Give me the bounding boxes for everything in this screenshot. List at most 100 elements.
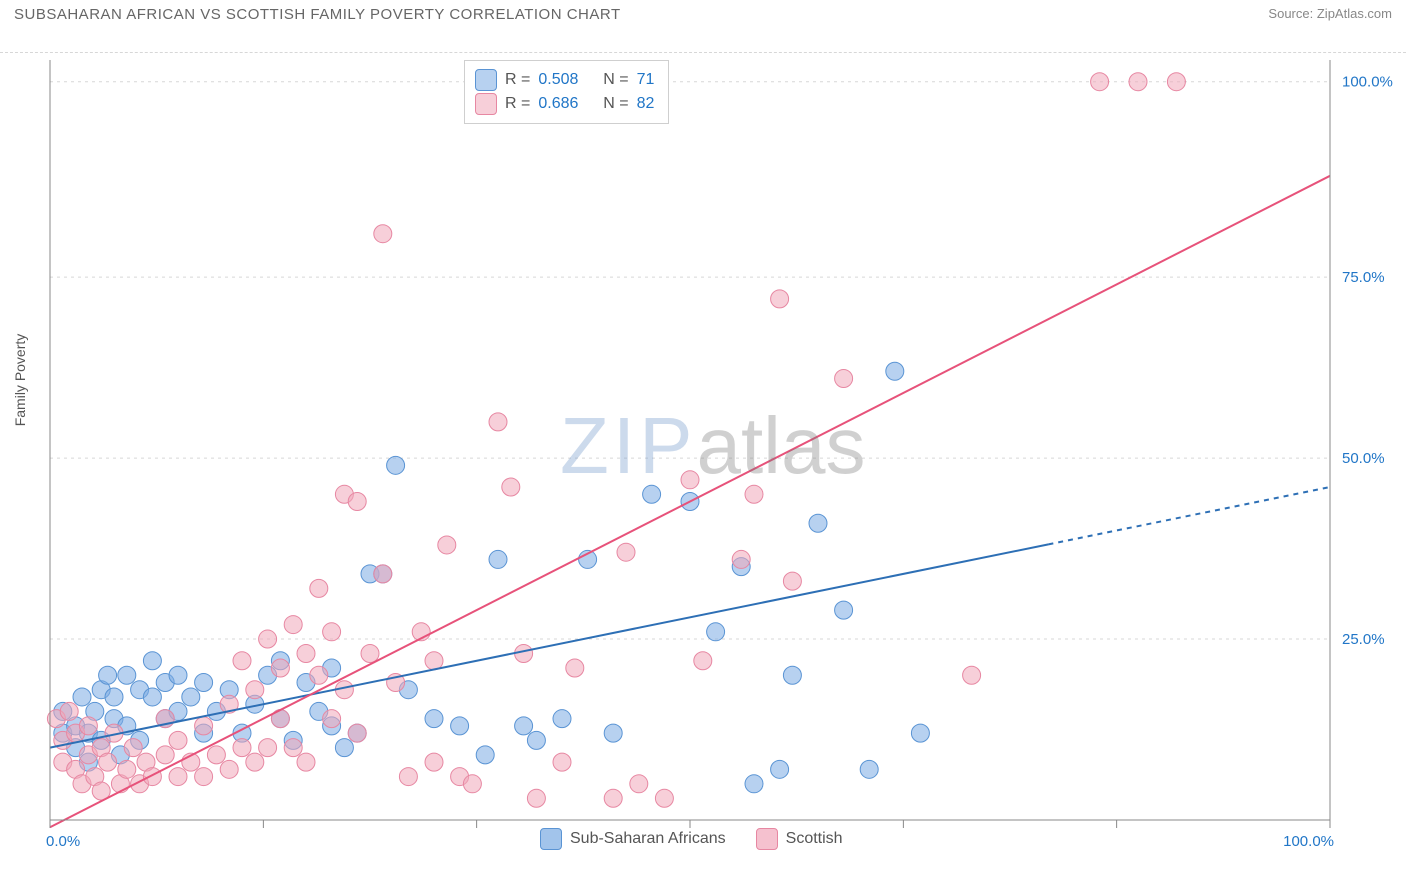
source-attribution: Source: ZipAtlas.com <box>1268 6 1392 21</box>
scatter-point <box>361 645 379 663</box>
scatter-point <box>259 630 277 648</box>
regression-line <box>50 176 1330 827</box>
scatter-point <box>860 760 878 778</box>
scatter-point <box>707 623 725 641</box>
scatter-point <box>463 775 481 793</box>
y-tick-label: 75.0% <box>1342 269 1385 286</box>
scatter-point <box>566 659 584 677</box>
scatter-point <box>143 688 161 706</box>
scatter-point <box>553 753 571 771</box>
scatter-point <box>143 652 161 670</box>
series-label-2: Scottish <box>786 830 843 848</box>
scatter-point <box>451 717 469 735</box>
scatter-point <box>335 739 353 757</box>
correlation-legend: R = 0.508 N = 71 R = 0.686 N = 82 <box>464 60 669 124</box>
chart-svg: 0.0%100.0%25.0%50.0%75.0%100.0% <box>50 60 1330 820</box>
scatter-point <box>425 753 443 771</box>
scatter-point <box>118 666 136 684</box>
regression-line <box>50 544 1048 747</box>
series-legend: Sub-Saharan Africans Scottish <box>540 828 843 850</box>
scatter-point <box>643 485 661 503</box>
scatter-point <box>284 739 302 757</box>
scatter-point <box>387 456 405 474</box>
scatter-point <box>911 724 929 742</box>
scatter-point <box>553 710 571 728</box>
chart-header: SUBSAHARAN AFRICAN VS SCOTTISH FAMILY PO… <box>0 0 1406 53</box>
x-tick-label: 100.0% <box>1283 833 1334 850</box>
series-swatch-2 <box>756 828 778 850</box>
scatter-point <box>310 666 328 684</box>
scatter-point <box>60 702 78 720</box>
y-tick-label: 25.0% <box>1342 631 1385 648</box>
scatter-point <box>489 413 507 431</box>
scatter-point <box>399 768 417 786</box>
scatter-point <box>476 746 494 764</box>
scatter-point <box>604 724 622 742</box>
scatter-point <box>771 290 789 308</box>
legend-N-label: N = <box>603 71 628 89</box>
scatter-point <box>99 753 117 771</box>
legend-R-value-2: 0.686 <box>538 95 578 113</box>
y-tick-label: 100.0% <box>1342 74 1393 91</box>
scatter-point <box>783 572 801 590</box>
scatter-point <box>271 659 289 677</box>
x-tick-label: 0.0% <box>46 833 80 850</box>
scatter-point <box>73 688 91 706</box>
y-tick-label: 50.0% <box>1342 450 1385 467</box>
scatter-point <box>233 652 251 670</box>
legend-N-label: N = <box>603 95 628 113</box>
scatter-point <box>1091 73 1109 91</box>
scatter-point <box>284 616 302 634</box>
scatter-point <box>207 746 225 764</box>
scatter-point <box>655 789 673 807</box>
scatter-point <box>348 493 366 511</box>
scatter-point <box>105 688 123 706</box>
scatter-point <box>489 550 507 568</box>
scatter-point <box>438 536 456 554</box>
scatter-point <box>169 768 187 786</box>
scatter-point <box>527 789 545 807</box>
scatter-point <box>124 739 142 757</box>
scatter-point <box>233 739 251 757</box>
scatter-point <box>835 601 853 619</box>
scatter-point <box>630 775 648 793</box>
scatter-point <box>156 746 174 764</box>
scatter-point <box>246 681 264 699</box>
scatter-point <box>1167 73 1185 91</box>
series-label-1: Sub-Saharan Africans <box>570 830 726 848</box>
y-axis-label: Family Poverty <box>12 320 28 440</box>
scatter-point <box>169 731 187 749</box>
scatter-point <box>963 666 981 684</box>
legend-swatch-series2 <box>475 93 497 115</box>
chart-title: SUBSAHARAN AFRICAN VS SCOTTISH FAMILY PO… <box>14 6 621 23</box>
scatter-point <box>835 369 853 387</box>
scatter-point <box>195 717 213 735</box>
scatter-point <box>323 710 341 728</box>
scatter-point <box>515 717 533 735</box>
legend-R-label: R = <box>505 71 530 89</box>
legend-row-series1: R = 0.508 N = 71 <box>475 69 654 91</box>
scatter-point <box>374 565 392 583</box>
scatter-point <box>681 471 699 489</box>
chart-plot-area: 0.0%100.0%25.0%50.0%75.0%100.0% <box>50 60 1330 820</box>
scatter-point <box>694 652 712 670</box>
legend-row-series2: R = 0.686 N = 82 <box>475 93 654 115</box>
scatter-point <box>297 753 315 771</box>
scatter-point <box>118 760 136 778</box>
legend-N-value-1: 71 <box>637 71 655 89</box>
scatter-point <box>515 645 533 663</box>
scatter-point <box>783 666 801 684</box>
scatter-point <box>886 362 904 380</box>
legend-R-value-1: 0.508 <box>538 71 578 89</box>
source-value: ZipAtlas.com <box>1317 6 1392 21</box>
scatter-point <box>617 543 635 561</box>
source-label: Source: <box>1268 6 1313 21</box>
series-legend-item-1: Sub-Saharan Africans <box>540 828 726 850</box>
scatter-point <box>425 652 443 670</box>
scatter-point <box>310 579 328 597</box>
scatter-point <box>195 768 213 786</box>
regression-line-extrapolated <box>1048 487 1330 544</box>
legend-R-label: R = <box>505 95 530 113</box>
scatter-point <box>348 724 366 742</box>
series-legend-item-2: Scottish <box>756 828 843 850</box>
